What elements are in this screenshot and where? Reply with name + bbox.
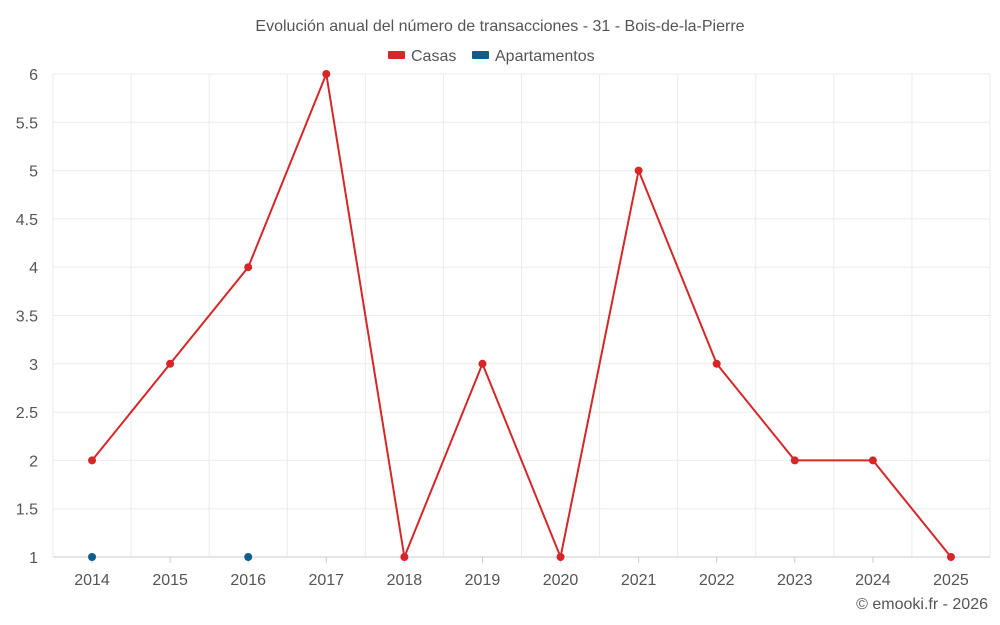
y-axis: 1 1.5 2 2.5 3 3.5 4 4.5 5 5.5 6 xyxy=(16,67,38,567)
legend: Casas Apartamentos xyxy=(388,48,595,65)
legend-label-apartamentos: Apartamentos xyxy=(495,48,595,65)
data-point-casas[interactable] xyxy=(790,456,799,465)
data-point-casas[interactable] xyxy=(322,70,331,78)
data-point-casas[interactable] xyxy=(478,359,487,368)
y-tick-label: 1 xyxy=(29,550,38,567)
chart-title: Evolución anual del número de transaccio… xyxy=(255,18,744,35)
y-tick-label: 6 xyxy=(29,67,38,84)
y-tick-label: 2 xyxy=(29,453,38,470)
data-point-casas[interactable] xyxy=(712,359,721,368)
x-tick-label: 2020 xyxy=(543,572,579,589)
x-tick-label: 2022 xyxy=(699,572,735,589)
legend-item-casas[interactable]: Casas xyxy=(388,48,456,65)
x-axis: 2014 2015 2016 2017 2018 2019 2020 2021 2022 2023… xyxy=(53,556,990,589)
data-point-casas[interactable] xyxy=(244,263,253,272)
y-tick-label: 4 xyxy=(29,260,38,277)
data-point-casas[interactable] xyxy=(946,553,955,561)
x-tick-label: 2016 xyxy=(230,572,266,589)
y-tick-label: 2.5 xyxy=(16,405,38,422)
data-point-casas[interactable] xyxy=(166,359,175,368)
data-point-casas[interactable] xyxy=(868,456,877,465)
x-tick-label: 2014 xyxy=(74,572,110,589)
x-tick-label: 2019 xyxy=(465,572,501,589)
x-tick-label: 2024 xyxy=(855,572,891,589)
legend-swatch-apartamentos xyxy=(472,51,489,59)
data-point-apartamentos[interactable] xyxy=(244,553,253,561)
data-point-casas[interactable] xyxy=(400,553,409,561)
data-point-apartamentos[interactable] xyxy=(88,553,97,561)
x-tick-label: 2021 xyxy=(621,572,657,589)
x-tick-label: 2018 xyxy=(387,572,423,589)
data-point-casas[interactable] xyxy=(88,456,97,465)
x-tick-label: 2017 xyxy=(308,572,344,589)
series-layer xyxy=(88,70,955,561)
data-point-casas[interactable] xyxy=(634,166,643,175)
y-tick-label: 3 xyxy=(29,357,38,374)
series-apartamentos xyxy=(88,553,253,561)
x-tick-label: 2025 xyxy=(933,572,969,589)
credit-text: © emooki.fr - 2026 xyxy=(856,596,988,613)
legend-item-apartamentos[interactable]: Apartamentos xyxy=(472,48,595,65)
legend-label-casas: Casas xyxy=(411,48,456,65)
y-tick-label: 5 xyxy=(29,164,38,181)
x-tick-label: 2015 xyxy=(152,572,188,589)
series-casas xyxy=(88,70,955,561)
y-tick-label: 1.5 xyxy=(16,502,38,519)
y-tick-label: 3.5 xyxy=(16,309,38,326)
y-tick-label: 5.5 xyxy=(16,115,38,132)
y-tick-label: 4.5 xyxy=(16,212,38,229)
x-tick-label: 2023 xyxy=(777,572,813,589)
data-point-casas[interactable] xyxy=(556,553,565,561)
legend-swatch-casas xyxy=(388,51,405,59)
series-line-casas xyxy=(91,73,952,558)
